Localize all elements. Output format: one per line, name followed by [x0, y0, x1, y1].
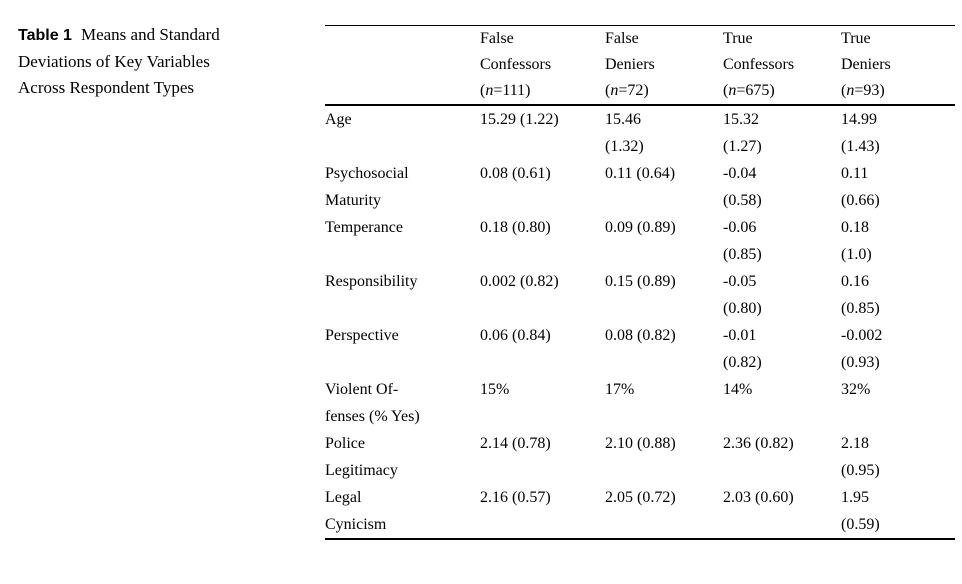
cell: -0.002 (0.93) [841, 327, 883, 371]
n-value: 675 [745, 82, 770, 99]
paren-close: ) [879, 82, 885, 99]
col-header-n: (n=72) [605, 78, 723, 104]
cell: 15.32 (1.27) [723, 111, 762, 155]
n-symbol: n [610, 82, 619, 99]
table-row-legal-cynicism: Legal Cynicism 2.16 (0.57) 2.05 (0.72) 2… [325, 484, 955, 539]
col-header-label: False Deniers [605, 30, 655, 73]
row-label: Responsibility [325, 273, 418, 290]
table-caption: Table 1 Means and Standard Deviations of … [18, 22, 284, 101]
row-label: Violent Of- fenses (% Yes) [325, 381, 420, 425]
cell: 0.09 (0.89) [605, 219, 676, 236]
paren-close: ) [769, 82, 775, 99]
paren-open: ( [480, 82, 486, 99]
col-header-label: False Confessors [480, 30, 552, 73]
cell: 32% [841, 381, 871, 398]
cell: 15% [480, 381, 510, 398]
row-label: Temperance [325, 219, 403, 236]
cell: 0.16 (0.85) [841, 273, 880, 317]
table-row-temperance: Temperance 0.18 (0.80) 0.09 (0.89) -0.06… [325, 214, 955, 268]
stub-header [325, 25, 480, 106]
paren-close: ) [643, 82, 649, 99]
cell: 0.06 (0.84) [480, 327, 551, 344]
row-label: Legal Cynicism [325, 489, 387, 533]
col-header-true-confessors: True Confessors (n=675) [723, 25, 841, 106]
cell: 2.36 (0.82) [723, 435, 794, 452]
paren-open: ( [841, 82, 847, 99]
table-1: False Confessors (n=111) False Deniers (… [325, 25, 955, 540]
row-label: Age [325, 111, 352, 128]
cell: 0.08 (0.82) [605, 327, 676, 344]
n-symbol: n [485, 82, 494, 99]
n-symbol: n [728, 82, 737, 99]
col-header-false-deniers: False Deniers (n=72) [605, 25, 723, 106]
cell: -0.01 (0.82) [723, 327, 762, 371]
table-row-perspective: Perspective 0.06 (0.84) 0.08 (0.82) -0.0… [325, 322, 955, 376]
col-header-n: (n=93) [841, 78, 955, 104]
equals-sign: = [736, 82, 746, 99]
equals-sign: = [618, 82, 628, 99]
equals-sign: = [493, 82, 503, 99]
row-label: Perspective [325, 327, 399, 344]
cell: 15.46 (1.32) [605, 111, 644, 155]
cell: 2.10 (0.88) [605, 435, 676, 452]
cell: 0.11 (0.66) [841, 165, 880, 209]
cell: -0.04 (0.58) [723, 165, 762, 209]
cell: 17% [605, 381, 635, 398]
col-header-n: (n=111) [480, 78, 605, 104]
header-row: False Confessors (n=111) False Deniers (… [325, 25, 955, 106]
equals-sign: = [854, 82, 864, 99]
n-value: 72 [627, 82, 644, 99]
cell: 0.18 (0.80) [480, 219, 551, 236]
table-row-age: Age 15.29 (1.22) 15.46 (1.32) 15.32 (1.2… [325, 105, 955, 160]
col-header-true-deniers: True Deniers (n=93) [841, 25, 955, 106]
paren-open: ( [723, 82, 729, 99]
cell: 2.16 (0.57) [480, 489, 551, 506]
cell: 2.03 (0.60) [723, 489, 794, 506]
cell: -0.05 (0.80) [723, 273, 762, 317]
cell: 2.14 (0.78) [480, 435, 551, 452]
paren-open: ( [605, 82, 611, 99]
n-value: 93 [863, 82, 880, 99]
cell: 0.18 (1.0) [841, 219, 872, 263]
cell: 0.11 (0.64) [605, 165, 676, 182]
table-caption-text: Means and Standard Deviations of Key Var… [18, 25, 220, 97]
col-header-label: True Deniers [841, 30, 891, 73]
col-header-false-confessors: False Confessors (n=111) [480, 25, 605, 106]
col-header-n: (n=675) [723, 78, 841, 104]
table-row-psychosocial-maturity: Psychosocial Maturity 0.08 (0.61) 0.11 (… [325, 160, 955, 214]
cell: 0.08 (0.61) [480, 165, 551, 182]
cell: -0.06 (0.85) [723, 219, 762, 263]
cell: 2.05 (0.72) [605, 489, 676, 506]
cell: 15.29 (1.22) [480, 111, 559, 128]
cell: 14.99 (1.43) [841, 111, 880, 155]
row-label: Psychosocial Maturity [325, 165, 409, 209]
n-symbol: n [846, 82, 855, 99]
cell: 1.95 (0.59) [841, 489, 880, 533]
row-label: Police Legitimacy [325, 435, 398, 479]
paren-close: ) [525, 82, 531, 99]
cell: 14% [723, 381, 753, 398]
n-value: 111 [502, 82, 526, 99]
table-row-police-legitimacy: Police Legitimacy 2.14 (0.78) 2.10 (0.88… [325, 430, 955, 484]
table-row-violent-offenses: Violent Of- fenses (% Yes) 15% 17% 14% 3… [325, 376, 955, 430]
col-header-label: True Confessors [723, 30, 795, 73]
cell: 2.18 (0.95) [841, 435, 880, 479]
table-caption-label: Table 1 [18, 27, 72, 44]
table-row-responsibility: Responsibility 0.002 (0.82) 0.15 (0.89) … [325, 268, 955, 322]
cell: 0.002 (0.82) [480, 273, 559, 290]
cell: 0.15 (0.89) [605, 273, 676, 290]
